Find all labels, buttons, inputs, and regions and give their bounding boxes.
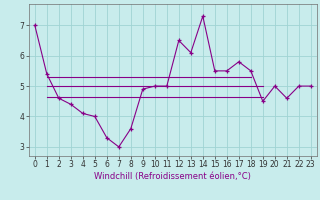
- X-axis label: Windchill (Refroidissement éolien,°C): Windchill (Refroidissement éolien,°C): [94, 172, 251, 181]
